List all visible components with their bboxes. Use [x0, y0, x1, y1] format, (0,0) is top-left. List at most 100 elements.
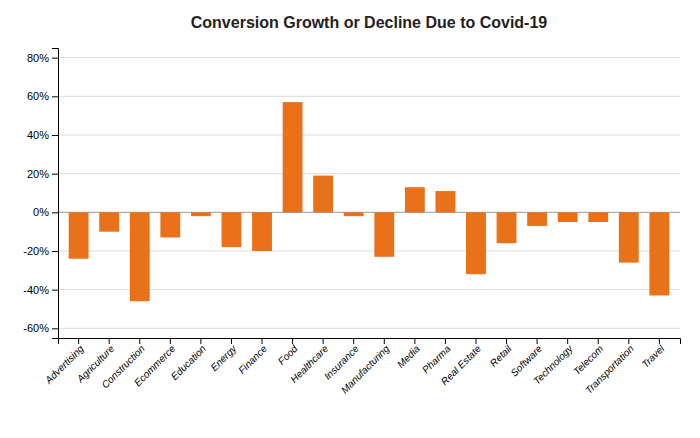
x-tick: Transportation — [583, 338, 636, 396]
grid — [58, 58, 680, 329]
bar — [527, 212, 547, 226]
bars — [69, 102, 670, 301]
x-axis-line — [59, 339, 681, 345]
x-tick-mark — [200, 338, 201, 344]
x-tick-label: Healthcare — [288, 343, 330, 385]
bar — [69, 212, 89, 258]
x-tick-label: Retail — [488, 342, 514, 368]
bar — [283, 102, 303, 212]
y-tick-label: 0% — [33, 206, 49, 218]
x-tick-label: Media — [395, 343, 422, 370]
y-tick-mark — [52, 174, 58, 175]
x-tick: Travel — [640, 338, 667, 370]
x-tick-label: Manufacturing — [339, 343, 392, 396]
y-tick-label: 60% — [27, 90, 49, 102]
y-tick: -20% — [23, 245, 58, 257]
y-tick-label: -40% — [23, 284, 49, 296]
x-tick: Real Estate — [439, 338, 484, 387]
bar — [466, 212, 486, 274]
x-tick: Media — [395, 338, 422, 370]
x-tick: Food — [276, 338, 300, 367]
y-tick: 0% — [33, 206, 58, 218]
y-tick: 20% — [27, 168, 58, 180]
y-axis-line — [52, 49, 59, 339]
grid-line — [58, 57, 680, 58]
grid-line — [58, 173, 680, 174]
y-tick-label: 40% — [27, 129, 49, 141]
x-tick-mark — [537, 338, 538, 344]
y-tick: -40% — [23, 284, 58, 296]
y-tick-label: -20% — [23, 245, 49, 257]
x-tick-label: Transportation — [583, 343, 636, 396]
bar — [130, 212, 150, 301]
x-tick-mark — [78, 338, 79, 344]
y-tick-mark — [52, 58, 58, 59]
x-tick-mark — [353, 338, 354, 344]
y-tick: 40% — [27, 129, 58, 141]
x-tick-mark — [170, 338, 171, 344]
x-tick-label: Real Estate — [439, 343, 484, 388]
bar — [344, 212, 364, 216]
x-tick: Energy — [208, 338, 239, 373]
y-tick-mark — [52, 290, 58, 291]
x-tick-mark — [628, 338, 629, 344]
bar — [313, 176, 333, 213]
x-tick-label: Technology — [531, 342, 575, 386]
x-tick-label: Finance — [236, 343, 269, 376]
x-tick-mark — [414, 338, 415, 344]
grid-line — [58, 328, 680, 329]
plot: -60% -40% -20% 0% 20% 40% 60% 80% AdvertisingAgr… — [23, 49, 680, 396]
bar — [619, 212, 639, 262]
y-tick-mark — [52, 328, 58, 329]
y-axis: -60% -40% -20% 0% 20% 40% 60% 80% — [23, 49, 58, 339]
x-tick-label: Energy — [208, 342, 239, 373]
x-tick: Healthcare — [288, 338, 330, 385]
x-tick-mark — [598, 338, 599, 344]
x-tick: Ecommerce — [132, 338, 178, 388]
x-tick-label: Travel — [640, 342, 667, 369]
title: Conversion Growth or Decline Due to Covi… — [191, 14, 548, 31]
x-tick: Technology — [531, 338, 575, 387]
x-tick-mark — [292, 338, 293, 344]
bar — [374, 212, 394, 256]
x-tick-mark — [506, 338, 507, 344]
bar — [160, 212, 180, 237]
bar — [405, 187, 425, 212]
y-tick-mark — [52, 212, 58, 213]
bar — [558, 212, 578, 222]
x-tick: Manufacturing — [339, 338, 392, 396]
bar — [252, 212, 272, 251]
x-tick-label: Education — [169, 343, 209, 383]
x-tick-label: Food — [276, 343, 300, 367]
y-tick-label: 20% — [27, 168, 49, 180]
grid-line — [58, 251, 680, 252]
x-tick-mark — [231, 338, 232, 344]
y-tick: 80% — [27, 52, 58, 64]
bar — [649, 212, 669, 295]
bar — [588, 212, 608, 222]
x-tick-mark — [384, 338, 385, 344]
x-tick-mark — [109, 338, 110, 344]
grid-line — [58, 212, 680, 213]
y-tick-label: -60% — [23, 322, 49, 334]
y-tick: 60% — [27, 90, 58, 102]
grid-line — [58, 289, 680, 290]
x-tick-mark — [323, 338, 324, 344]
bar — [222, 212, 242, 247]
x-tick: Education — [169, 338, 209, 382]
grid-line — [58, 135, 680, 136]
y-tick-label: 80% — [27, 52, 49, 64]
x-tick: Finance — [236, 338, 269, 376]
x-tick: Retail — [488, 338, 514, 369]
y-tick-mark — [52, 135, 58, 136]
bar — [191, 212, 211, 216]
x-tick-mark — [567, 338, 568, 344]
bar — [435, 191, 455, 212]
y-tick-mark — [52, 96, 58, 97]
x-tick-mark — [445, 338, 446, 344]
x-tick-mark — [475, 338, 476, 344]
grid-line — [58, 96, 680, 97]
y-tick: -60% — [23, 322, 58, 334]
x-tick-mark — [139, 338, 140, 344]
x-axis: AdvertisingAgricultureConstructionEcomme… — [42, 338, 680, 396]
